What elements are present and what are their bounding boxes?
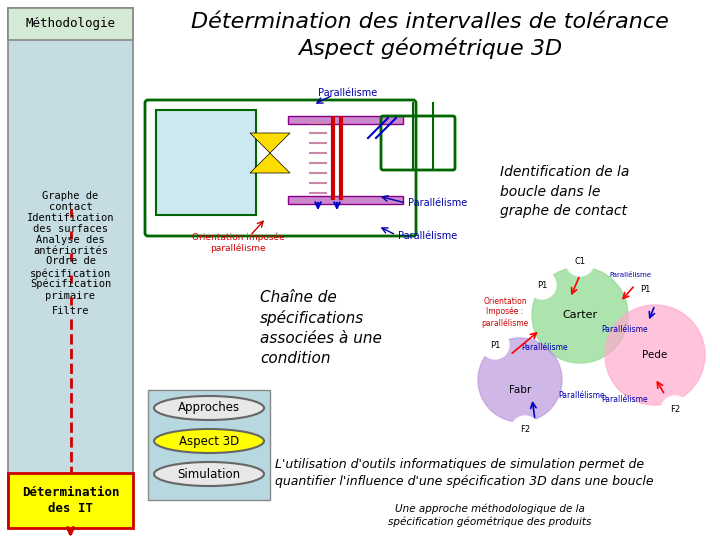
Text: P1: P1 [490,341,500,349]
Text: Filtre: Filtre [52,307,89,316]
Text: Parallélisme: Parallélisme [318,88,377,98]
Text: Fabr: Fabr [509,385,531,395]
Text: Parallélisme: Parallélisme [408,198,467,208]
Text: Parallélisme: Parallélisme [522,343,568,353]
Text: Parallélisme: Parallélisme [602,326,648,334]
Text: Méthodologie: Méthodologie [25,17,115,30]
Bar [148,390,270,500]
Text: Approches: Approches [178,402,240,415]
Text: Détermination
des IT: Détermination des IT [22,487,120,515]
Polygon shape [250,153,290,173]
Ellipse shape [154,429,264,453]
Ellipse shape [154,396,264,420]
Bar [288,196,403,204]
Text: Parallélisme: Parallélisme [559,390,606,400]
Ellipse shape [154,462,264,486]
Text: Graphe de
contact: Graphe de contact [42,191,99,212]
Text: Carter: Carter [562,310,598,320]
Text: Pede: Pede [642,350,667,360]
Text: Orientation imposée
parallélisme: Orientation imposée parallélisme [192,233,284,253]
Text: C1: C1 [575,258,585,267]
Text: Parallélisme: Parallélisme [602,395,648,404]
Text: Détermination des intervalles de tolérance
Aspect géométrique 3D: Détermination des intervalles de toléran… [191,12,669,59]
Bar [8,8,133,528]
Circle shape [605,305,705,405]
Bar [8,8,133,40]
Text: Parallélisme: Parallélisme [609,272,651,278]
Text: Identification de la
boucle dans le
graphe de contact: Identification de la boucle dans le grap… [500,165,629,218]
Circle shape [566,248,594,276]
Circle shape [481,331,509,359]
Bar [288,116,403,124]
Text: Chaîne de
spécifications
associées à une
condition: Chaîne de spécifications associées à une… [260,290,382,366]
Circle shape [532,267,628,363]
Text: F2: F2 [670,406,680,415]
Circle shape [661,396,689,424]
Text: P1: P1 [537,280,547,289]
Circle shape [511,416,539,444]
Text: P1: P1 [640,286,650,294]
Circle shape [528,271,556,299]
Text: Identification
des surfaces: Identification des surfaces [27,213,114,234]
Text: Analyse des
antériorités: Analyse des antériorités [33,235,108,256]
Polygon shape [250,133,290,153]
Text: Ordre de
spécification: Ordre de spécification [30,256,111,279]
Text: Aspect 3D: Aspect 3D [179,435,239,448]
Text: Simulation: Simulation [177,468,240,481]
Bar [156,110,256,215]
Text: Parallélisme: Parallélisme [398,231,457,241]
Circle shape [478,338,562,422]
Text: L'utilisation d'outils informatiques de simulation permet de
quantifier l'influe: L'utilisation d'outils informatiques de … [275,458,654,488]
Circle shape [631,276,659,304]
Text: Une approche méthodologique de la
spécification géométrique des produits: Une approche méthodologique de la spécif… [388,503,592,526]
Text: Orientation
Imposée :
parallélisme: Orientation Imposée : parallélisme [482,296,528,327]
Text: Spécification
primaire: Spécification primaire [30,279,111,301]
Text: F2: F2 [520,426,530,435]
Bar [8,473,133,528]
